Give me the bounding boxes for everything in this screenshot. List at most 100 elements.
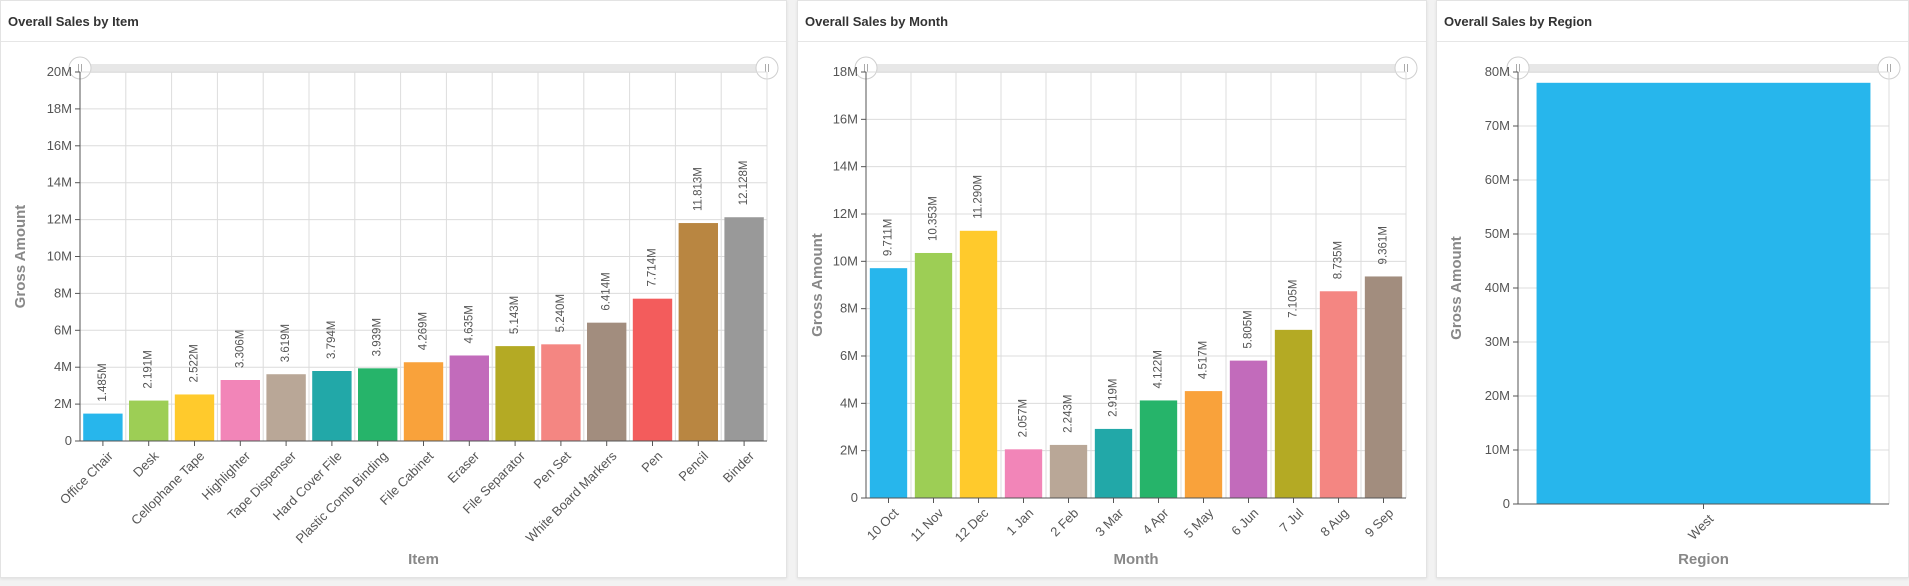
y-tick-label: 14M	[47, 175, 72, 190]
bar[interactable]	[449, 355, 489, 441]
x-tick-label: Eraser	[445, 448, 483, 486]
range-slider-track[interactable]	[80, 64, 767, 73]
sales-by-month-panel: Overall Sales by Month 0 2M 4M 6M 8M 10M 12M 14…	[797, 0, 1427, 578]
x-tick-label: Pencil	[676, 448, 712, 484]
data-label: 2.522M	[189, 344, 201, 382]
y-tick-label: 18M	[47, 101, 72, 116]
x-axis-title: Region	[1678, 551, 1729, 568]
y-tick-label: 30M	[1485, 334, 1510, 349]
y-tick-label: 18M	[833, 64, 858, 79]
bar[interactable]	[678, 223, 718, 441]
data-label: 4.122M	[1153, 350, 1165, 388]
y-tick-label: 14M	[833, 159, 858, 174]
bar[interactable]	[869, 268, 908, 498]
panel-header: Overall Sales by Month	[798, 1, 1426, 42]
y-axis-title: Gross Amount	[809, 233, 826, 337]
bar[interactable]	[129, 400, 169, 441]
x-tick-label: 10 Oct	[864, 505, 902, 543]
bar[interactable]	[632, 298, 673, 441]
bar[interactable]	[1004, 449, 1043, 498]
y-tick-label: 70M	[1485, 118, 1510, 133]
bar[interactable]	[312, 371, 352, 441]
x-tick-label: 3 Mar	[1092, 505, 1127, 540]
data-label: 5.143M	[509, 296, 521, 334]
y-tick-label: 12M	[47, 212, 72, 227]
panel-title: Overall Sales by Item	[8, 13, 139, 29]
bar[interactable]	[403, 362, 444, 441]
y-tick-label: 0	[851, 490, 858, 505]
panel-title: Overall Sales by Region	[1444, 13, 1593, 29]
bar[interactable]	[1274, 329, 1313, 498]
data-label: 7.714M	[647, 248, 659, 286]
bar[interactable]	[266, 374, 306, 441]
bar[interactable]	[1536, 82, 1871, 505]
data-label: 6.414M	[601, 272, 613, 310]
range-handle-right[interactable]	[1394, 56, 1418, 80]
data-label: 3.939M	[372, 318, 384, 356]
data-label: 2.057M	[1018, 399, 1030, 437]
y-axis-title: Gross Amount	[12, 205, 29, 309]
bar[interactable]	[1319, 291, 1358, 498]
x-tick-label: Desk	[130, 448, 162, 480]
x-tick-label: 2 Feb	[1047, 505, 1081, 539]
bar[interactable]	[83, 413, 123, 441]
x-tick-label: 8 Aug	[1317, 505, 1351, 539]
bar[interactable]	[1049, 444, 1088, 498]
y-tick-label: 2M	[840, 443, 858, 458]
y-tick-label: 60M	[1485, 172, 1510, 187]
y-tick-label: 8M	[54, 285, 72, 300]
bar[interactable]	[1184, 391, 1223, 498]
y-tick-label: 8M	[840, 301, 858, 316]
bar[interactable]	[541, 344, 581, 441]
x-tick-label: Pen	[638, 448, 665, 475]
data-label: 3.619M	[280, 324, 292, 362]
bar[interactable]	[959, 230, 998, 498]
bar[interactable]	[220, 380, 260, 441]
sales-by-region-panel: Overall Sales by Region 0 10M 20M 30M 40M 50M…	[1436, 0, 1909, 578]
y-tick-label: 16M	[47, 138, 72, 153]
bar[interactable]	[1139, 400, 1178, 498]
bar[interactable]	[174, 394, 215, 441]
bar[interactable]	[495, 346, 535, 441]
bar[interactable]	[358, 368, 398, 441]
y-tick-label: 20M	[1485, 388, 1510, 403]
y-tick-label: 20M	[47, 64, 72, 79]
y-tick-label: 10M	[1485, 442, 1510, 457]
data-label: 11.290M	[973, 175, 985, 219]
x-tick-label: White Board Markers	[523, 448, 620, 545]
data-label: 1.485M	[97, 363, 109, 401]
x-tick-label: West	[1685, 511, 1717, 543]
y-tick-label: 4M	[840, 395, 858, 410]
y-tick-label: 10M	[47, 249, 72, 264]
x-tick-label: 9 Sep	[1362, 505, 1397, 540]
data-label: 2.191M	[143, 350, 155, 388]
y-tick-label: 80M	[1485, 64, 1510, 79]
panel-header: Overall Sales by Item	[1, 1, 786, 42]
data-label: 3.794M	[326, 321, 338, 359]
bar[interactable]	[724, 217, 764, 441]
range-slider-track[interactable]	[866, 64, 1406, 73]
range-handle-right[interactable]	[755, 56, 779, 80]
panel-title: Overall Sales by Month	[805, 13, 949, 29]
x-tick-label: 4 Apr	[1139, 505, 1172, 538]
y-tick-label: 2M	[54, 396, 72, 411]
x-tick-label: 7 Jul	[1276, 505, 1306, 535]
panel-header: Overall Sales by Region	[1437, 1, 1908, 42]
y-tick-label: 0	[1503, 496, 1510, 511]
range-slider-track[interactable]	[1518, 64, 1889, 73]
bar[interactable]	[1094, 428, 1133, 498]
bar[interactable]	[1229, 360, 1268, 498]
bar[interactable]	[914, 252, 953, 498]
bar[interactable]	[1364, 276, 1403, 498]
data-label: 9.361M	[1378, 226, 1390, 264]
x-tick-label: Binder	[720, 448, 758, 486]
y-axis-title: Gross Amount	[1448, 236, 1465, 340]
data-label: 7.105M	[1288, 279, 1300, 317]
y-tick-label: 6M	[840, 348, 858, 363]
data-label: 5.805M	[1243, 310, 1255, 348]
x-tick-label: 12 Dec	[952, 505, 992, 545]
data-label: 2.919M	[1108, 379, 1120, 417]
bar[interactable]	[587, 322, 627, 441]
x-tick-label: Pen Set	[530, 448, 574, 492]
data-label: 4.269M	[418, 312, 430, 350]
